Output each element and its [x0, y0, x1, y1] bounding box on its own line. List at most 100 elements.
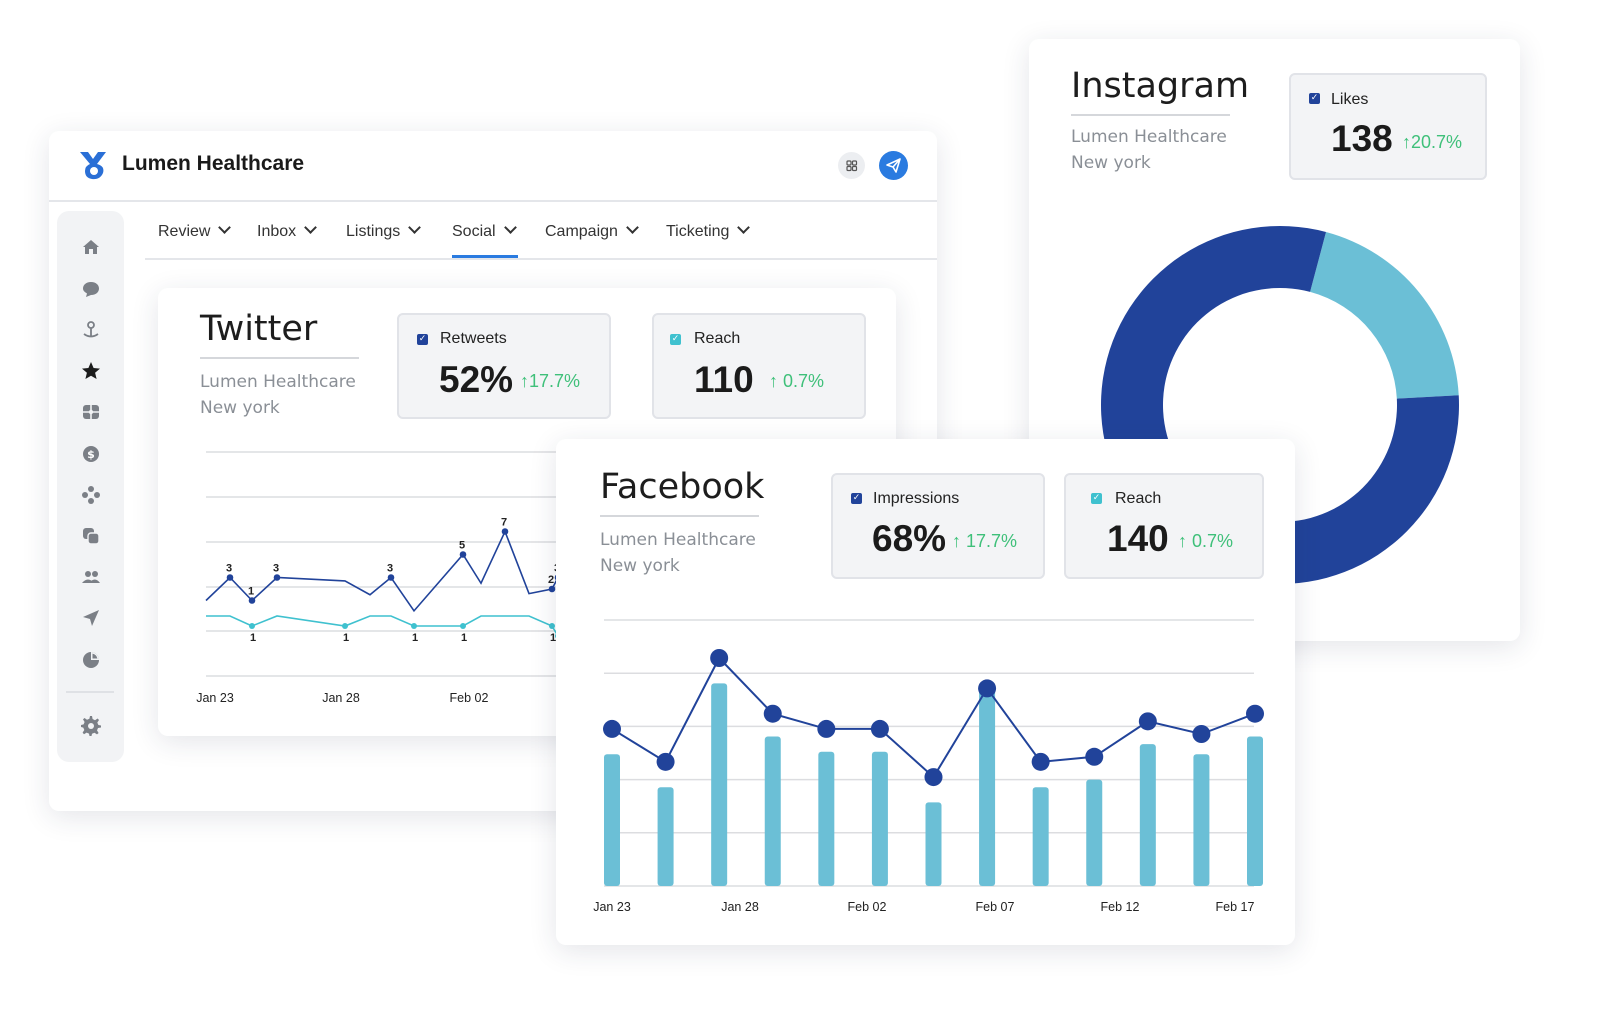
data-point [817, 719, 836, 738]
tab-label: Social [452, 223, 496, 240]
star-icon[interactable] [80, 360, 102, 382]
chevron-down-icon [408, 221, 422, 234]
app-title: Lumen Healthcare [122, 152, 305, 175]
stat-label: Impressions [873, 490, 960, 507]
data-label: 1 [250, 632, 256, 644]
location: New york [1071, 153, 1151, 173]
facebook-subtitle: Lumen Healthcare New york [600, 527, 756, 579]
data-label: 7 [501, 517, 507, 529]
chevron-down-icon [737, 221, 751, 234]
network-icon[interactable] [80, 484, 102, 506]
tab-label: Listings [346, 223, 401, 240]
x-tick-label: Jan 23 [196, 691, 234, 705]
tab-ticketing[interactable]: Ticketing [666, 221, 751, 241]
data-label: 3 [273, 563, 279, 575]
tab-listings[interactable]: Listings [346, 221, 422, 241]
header-divider [49, 200, 937, 202]
x-tick-label: Feb 02 [848, 900, 887, 914]
users-icon[interactable] [80, 566, 102, 588]
bar [657, 787, 674, 886]
tab-review[interactable]: Review [158, 221, 232, 241]
stat-value: 52% [439, 359, 514, 400]
series-line-reach [206, 615, 558, 637]
data-point [248, 597, 256, 604]
facebook-bar-line-chart: Jan 23 Jan 28 Feb 02 Feb 07 Feb 12 Feb 17 [593, 619, 1264, 914]
stack-icon[interactable] [80, 525, 102, 547]
chat-icon[interactable] [80, 278, 102, 300]
stat-change: ↑17.7% [520, 371, 581, 391]
grid-icon [846, 160, 858, 172]
data-label: 2 [548, 574, 554, 586]
reach-stat[interactable]: ✓ Reach 110 ↑ 0.7% [652, 313, 866, 419]
dollar-icon[interactable]: $ [80, 443, 102, 465]
checkbox-icon[interactable]: ✓ [1309, 93, 1320, 104]
facebook-title: Facebook [600, 467, 765, 507]
reach-stat[interactable]: ✓ Reach 140 ↑ 0.7% [1064, 473, 1264, 579]
data-point [763, 704, 782, 723]
data-point [1031, 752, 1050, 771]
gift-icon[interactable] [80, 401, 102, 423]
bar [871, 751, 888, 886]
data-point [870, 719, 889, 738]
data-label: 1 [412, 632, 418, 644]
brand-logo [80, 152, 106, 180]
data-point [710, 649, 729, 667]
location: New york [600, 556, 680, 576]
data-point [249, 623, 255, 629]
send-icon[interactable] [80, 607, 102, 629]
data-point [924, 768, 943, 787]
checkbox-icon[interactable]: ✓ [670, 334, 681, 345]
checkbox-icon[interactable]: ✓ [1091, 493, 1102, 504]
data-label: 1 [343, 632, 349, 644]
org-name: Lumen Healthcare [200, 372, 356, 392]
settings-icon[interactable] [80, 715, 102, 737]
series-line [611, 656, 1256, 779]
retweets-stat[interactable]: ✓ Retweets 52% ↑17.7% [397, 313, 611, 419]
impressions-stat[interactable]: ✓ Impressions 68% ↑ 17.7% [831, 473, 1045, 579]
data-label: 1 [461, 632, 467, 644]
stat-label: Likes [1331, 91, 1369, 108]
tab-label: Ticketing [666, 223, 730, 240]
data-point [273, 574, 281, 581]
data-point [459, 551, 467, 558]
x-tick-label: Feb 12 [1101, 900, 1140, 914]
tab-label: Inbox [257, 223, 297, 240]
send-button[interactable] [879, 151, 908, 180]
data-label: 1 [248, 586, 254, 598]
bar [1032, 787, 1049, 886]
checkbox-icon[interactable]: ✓ [851, 493, 862, 504]
location-pin-icon[interactable] [80, 319, 102, 341]
checkbox-icon[interactable]: ✓ [417, 334, 428, 345]
title-underline [600, 515, 759, 517]
data-point [656, 752, 675, 771]
stat-label: Retweets [440, 330, 507, 347]
tab-inbox[interactable]: Inbox [257, 221, 318, 241]
tab-label: Review [158, 223, 211, 240]
twitter-title: Twitter [200, 309, 318, 349]
stat-value: 110 [694, 359, 754, 400]
bar [1139, 744, 1156, 886]
bar [925, 802, 942, 886]
org-name: Lumen Healthcare [1071, 127, 1227, 147]
bar [818, 751, 835, 886]
title-underline [200, 357, 359, 359]
data-label: 3 [554, 563, 558, 575]
chevron-down-icon [304, 221, 318, 234]
apps-grid-button[interactable] [838, 152, 865, 179]
x-tick-label: Jan 28 [322, 691, 360, 705]
org-name: Lumen Healthcare [600, 530, 756, 550]
sidebar-divider [66, 691, 114, 693]
data-point [411, 623, 417, 629]
bar [711, 683, 728, 886]
data-point [342, 623, 348, 629]
chevron-down-icon [626, 221, 639, 234]
home-icon[interactable] [80, 236, 102, 258]
data-point [1085, 747, 1104, 766]
tab-campaign[interactable]: Campaign [545, 221, 639, 241]
x-tick-label: Feb 02 [450, 691, 489, 705]
likes-stat[interactable]: ✓ Likes 138 ↑20.7% [1289, 73, 1487, 180]
tab-social[interactable]: Social [452, 221, 517, 241]
pie-chart-icon[interactable] [80, 649, 102, 671]
stat-value: 68% [872, 518, 947, 559]
location: New york [200, 398, 280, 418]
